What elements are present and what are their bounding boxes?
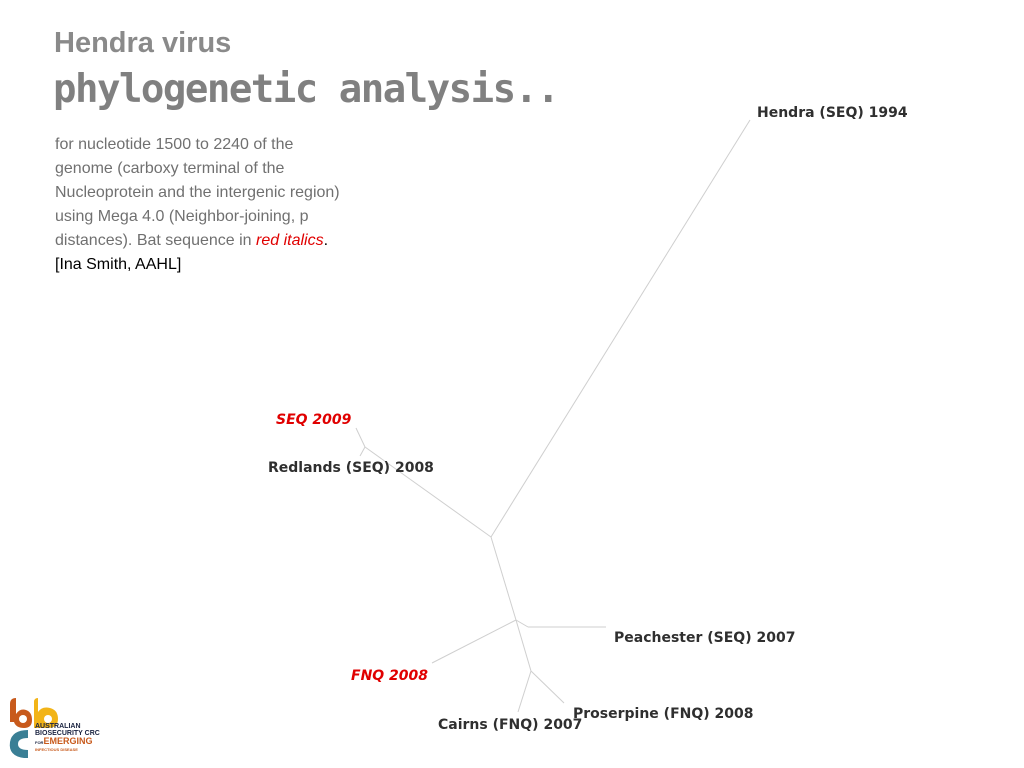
branch-proserpine-2008	[530, 670, 565, 704]
branch-redlands-2008	[359, 446, 366, 457]
slide-subtitle: phylogenetic analysis..	[53, 67, 560, 112]
logo-emerging: EMERGING	[43, 736, 93, 746]
leaf-label-proserpine-fnq-2008: Proserpine (FNQ) 2008	[573, 706, 754, 722]
logo-mark-icon	[9, 698, 58, 758]
logo-line4: INFECTIOUS DISEASE	[35, 747, 78, 752]
leaf-label-redlands-seq-2008: Redlands (SEQ) 2008	[268, 460, 434, 476]
australian-biosecurity-crc-logo: AUSTRALIAN BIOSECURITY CRC FOREMERGING I…	[6, 694, 114, 762]
branch-to-cairns-node	[515, 619, 532, 672]
branch-seq-2009	[355, 427, 366, 448]
description-period: .	[323, 232, 329, 249]
branch-root-to-redlands-node	[364, 446, 492, 538]
logo-line1: AUSTRALIAN	[35, 723, 81, 730]
logo-for: FOR	[35, 740, 44, 745]
leaf-label-cairns-fnq-2007: Cairns (FNQ) 2007	[438, 717, 582, 733]
description-text: for nucleotide 1500 to 2240 of the genom…	[55, 136, 340, 249]
branch-peachester-2007	[515, 619, 529, 628]
tree-branches	[355, 119, 751, 713]
branch-fnq-2008	[431, 619, 517, 664]
branch-cairns-2007	[517, 670, 532, 713]
logo-line3: FOREMERGING	[35, 737, 100, 747]
leaf-label-peachester-seq-2007: Peachester (SEQ) 2007	[614, 630, 795, 646]
logo-wordmark: AUSTRALIAN BIOSECURITY CRC FOREMERGING I…	[35, 723, 100, 752]
branch-root-to-fnq-node	[490, 536, 517, 621]
method-description: for nucleotide 1500 to 2240 of the genom…	[55, 133, 355, 277]
bat-legend-highlight: red italics	[256, 232, 324, 249]
logo-line2: BIOSECURITY CRC	[35, 730, 100, 737]
branch-hendra-1994	[490, 119, 751, 538]
slide-title: Hendra virus	[54, 27, 232, 59]
credit-text: [Ina Smith, AAHL]	[55, 256, 182, 273]
leaf-label-fnq-2008: FNQ 2008	[351, 668, 428, 684]
tree-labels: Hendra (SEQ) 1994 SEQ 2009 Redlands (SEQ…	[268, 105, 908, 733]
leaf-label-seq-2009: SEQ 2009	[276, 412, 352, 428]
leaf-label-hendra-seq-1994: Hendra (SEQ) 1994	[757, 105, 908, 121]
